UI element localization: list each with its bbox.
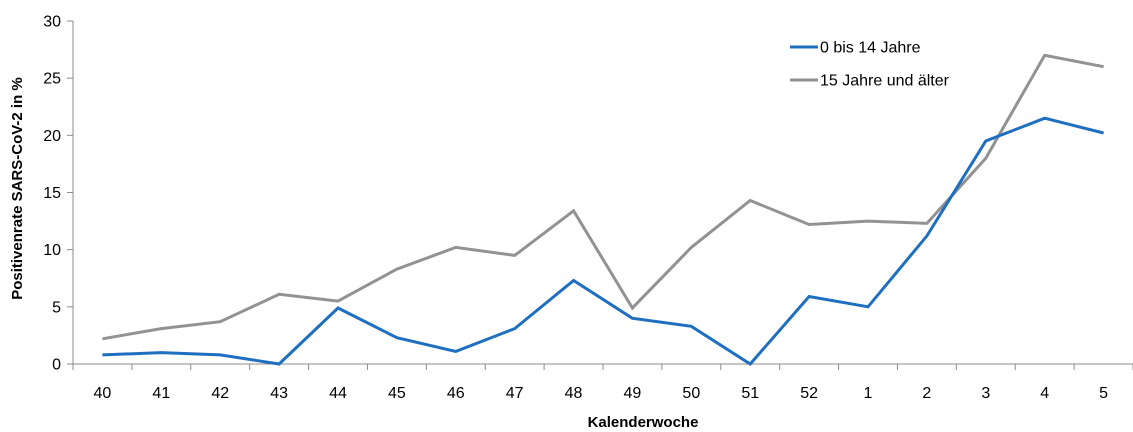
x-tick-label: 49 [624, 385, 642, 402]
x-axis: 40 41 42 43 44 45 46 47 48 49 50 51 52 1 2 3 4 5 [72, 363, 1133, 402]
y-tick-label: 20 [43, 128, 61, 145]
x-tick-label: 42 [211, 385, 229, 402]
x-tick-label: 44 [329, 385, 347, 402]
series-lines [102, 53, 1104, 366]
x-tick-label: 4 [1040, 385, 1049, 402]
x-tick-label: 2 [922, 385, 931, 402]
x-tick-label: 3 [981, 385, 990, 402]
y-axis: 0 5 10 15 20 25 30 [43, 14, 74, 374]
x-axis-title: Kalenderwoche [588, 414, 699, 431]
y-tick-label: 30 [43, 14, 61, 31]
legend: 0 bis 14 Jahre 15 Jahre und älter [790, 40, 950, 90]
x-tick-label: 47 [506, 385, 524, 402]
series-line-1 [102, 53, 1104, 341]
y-tick-label: 25 [43, 71, 61, 88]
legend-label: 15 Jahre und älter [820, 73, 950, 90]
x-tick-label: 40 [94, 385, 112, 402]
x-tick-label: 41 [152, 385, 170, 402]
x-tick-label: 50 [682, 385, 700, 402]
y-tick-label: 0 [52, 357, 61, 374]
x-tick-label: 48 [565, 385, 583, 402]
x-tick-label: 46 [447, 385, 465, 402]
legend-label: 0 bis 14 Jahre [820, 40, 921, 57]
x-tick-label: 51 [741, 385, 759, 402]
x-tick-label: 45 [388, 385, 406, 402]
x-tick-label: 43 [270, 385, 288, 402]
series-line-0 [102, 116, 1104, 366]
x-tick-label: 1 [864, 385, 873, 402]
x-tick-label: 5 [1099, 385, 1108, 402]
y-tick-label: 5 [52, 299, 61, 316]
y-tick-label: 15 [43, 185, 61, 202]
y-axis-title: Positivenrate SARS-CoV-2 in % [9, 77, 26, 300]
x-tick-label: 52 [800, 385, 818, 402]
y-tick-label: 10 [43, 242, 61, 259]
